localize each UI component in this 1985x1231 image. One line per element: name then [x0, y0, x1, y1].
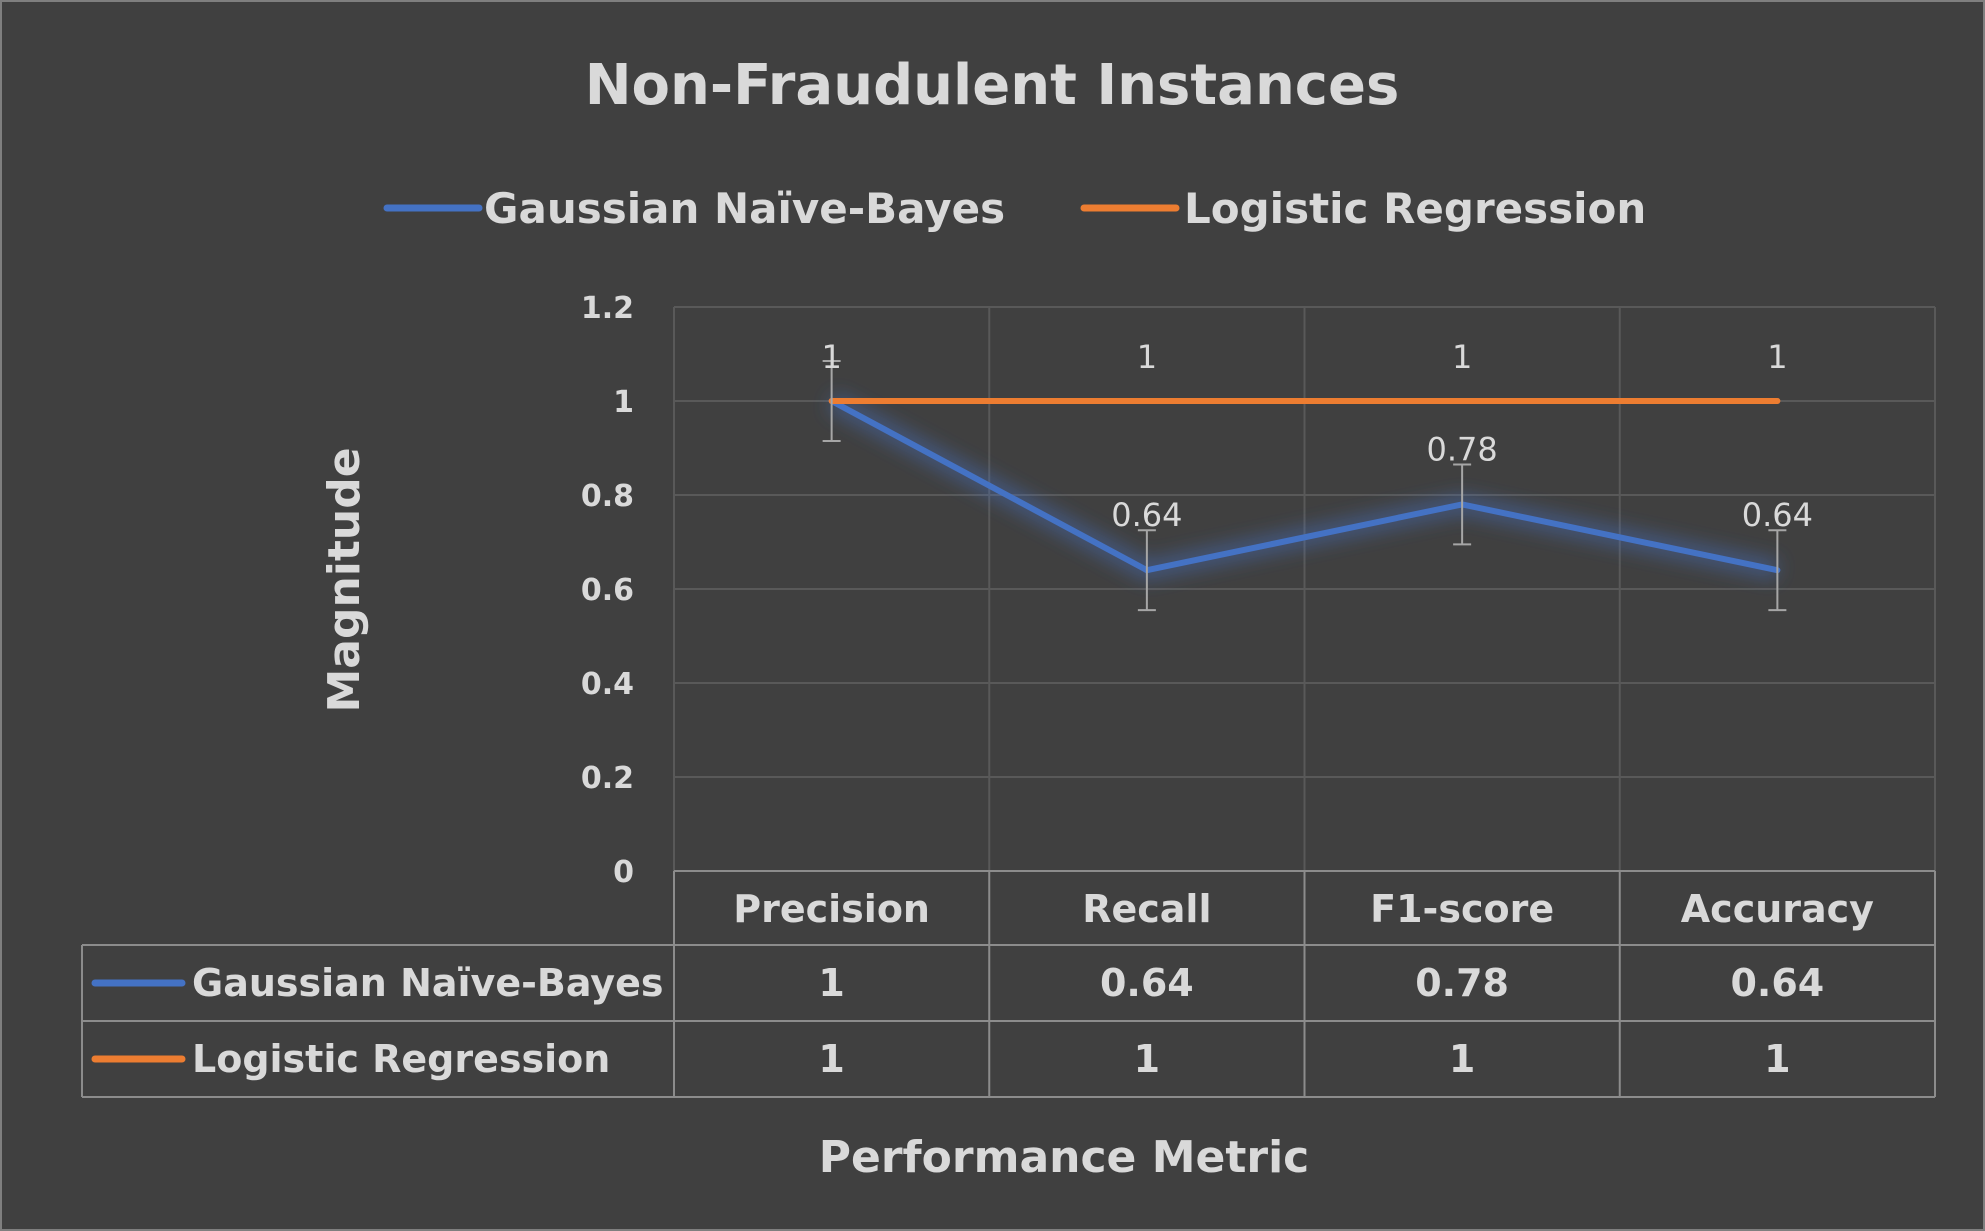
- x-category-label: Precision: [733, 887, 930, 931]
- y-tick-label: 0.8: [581, 479, 634, 514]
- data-labels: 0.64 0.78 0.64 1 1 1 1: [821, 338, 1813, 534]
- series-layer: [822, 360, 1787, 612]
- error-bar: [822, 360, 841, 442]
- data-label-1-2: 1: [1452, 338, 1472, 376]
- table-cell-1-1: 1: [1134, 1037, 1160, 1081]
- y-tick-label: 1: [613, 385, 634, 420]
- table-cell-1-0: 1: [818, 1037, 844, 1081]
- data-label-1-1: 1: [1137, 338, 1157, 376]
- table-cell-0-0: 1: [818, 961, 844, 1005]
- y-axis-title: Magnitude: [319, 447, 370, 712]
- data-label-1-3: 1: [1767, 338, 1787, 376]
- y-tick-label: 0.4: [581, 667, 634, 702]
- x-category-label: F1-score: [1370, 887, 1554, 931]
- legend: Gaussian Naïve-Bayes Logistic Regression: [383, 184, 1646, 233]
- table-series-name-0: Gaussian Naïve-Bayes: [192, 961, 663, 1005]
- y-tick-label: 0.6: [581, 573, 634, 608]
- table-cell-1-3: 1: [1764, 1037, 1790, 1081]
- table-cell-0-1: 0.64: [1100, 961, 1194, 1005]
- data-label-1-0: 1: [821, 338, 841, 376]
- table-cell-1-2: 1: [1449, 1037, 1475, 1081]
- error-bar: [1137, 529, 1156, 612]
- y-tick-label: 0.2: [581, 761, 634, 796]
- chart-title: Non-Fraudulent Instances: [585, 53, 1400, 118]
- data-label-0-1: 0.64: [1111, 496, 1182, 534]
- x-axis-title: Performance Metric: [819, 1132, 1310, 1183]
- error-bar: [1768, 529, 1787, 612]
- series-line-0: [828, 398, 1781, 574]
- x-category-label: Recall: [1082, 887, 1211, 931]
- table-cell-0-2: 0.78: [1415, 961, 1509, 1005]
- legend-label-0: Gaussian Naïve-Bayes: [484, 184, 1005, 233]
- table-cell-0-3: 0.64: [1730, 961, 1824, 1005]
- x-category-label: Accuracy: [1681, 887, 1874, 931]
- y-tick-label: 1.2: [581, 291, 634, 326]
- y-axis-ticks: 0 0.2 0.4 0.6 0.8 1 1.2: [581, 291, 634, 890]
- y-tick-label: 0: [613, 855, 634, 890]
- data-label-0-3: 0.64: [1742, 496, 1813, 534]
- table-series-name-1: Logistic Regression: [192, 1037, 610, 1081]
- data-label-0-2: 0.78: [1427, 430, 1498, 468]
- legend-label-1: Logistic Regression: [1184, 184, 1646, 233]
- data-table: Precision Recall F1-score Accuracy Gaussian …: [81, 870, 1936, 1098]
- error-bar: [1453, 463, 1472, 546]
